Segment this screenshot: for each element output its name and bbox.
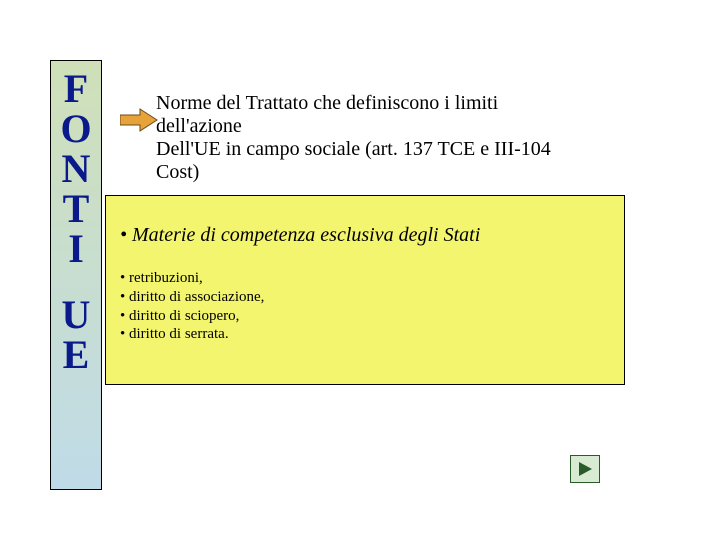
vertical-letter: U xyxy=(62,295,91,335)
vertical-letter: T xyxy=(63,189,90,229)
box-list: retribuzioni, diritto di associazione, d… xyxy=(120,269,610,344)
bullet: • xyxy=(120,224,132,246)
content-box-exclusive-competence: • Materie di competenza esclusiva degli … xyxy=(105,195,625,385)
intro-line: Norme del Trattato che definiscono i lim… xyxy=(156,92,586,115)
intro-line: dell'azione xyxy=(156,115,586,138)
vertical-letter: O xyxy=(60,109,91,149)
vertical-letter: F xyxy=(64,69,88,109)
next-slide-button[interactable] xyxy=(570,455,600,483)
vertical-letter: N xyxy=(62,149,91,189)
box-heading: • Materie di competenza esclusiva degli … xyxy=(120,224,610,247)
arrow-right-icon xyxy=(120,108,158,132)
intro-line: Dell'UE in campo sociale (art. 137 TCE e… xyxy=(156,138,586,161)
list-item: diritto di sciopero, xyxy=(120,307,610,326)
vertical-letter: E xyxy=(63,335,90,375)
box-heading-text: Materie di competenza esclusiva degli St… xyxy=(132,224,480,246)
vertical-letter: I xyxy=(68,229,84,269)
intro-line: Cost) xyxy=(156,161,586,184)
intro-paragraph: Norme del Trattato che definiscono i lim… xyxy=(156,92,586,184)
list-item: diritto di serrata. xyxy=(120,325,610,344)
list-item: diritto di associazione, xyxy=(120,288,610,307)
vertical-title-fonti-ue: F O N T I U E xyxy=(50,60,102,490)
list-item: retribuzioni, xyxy=(120,269,610,288)
